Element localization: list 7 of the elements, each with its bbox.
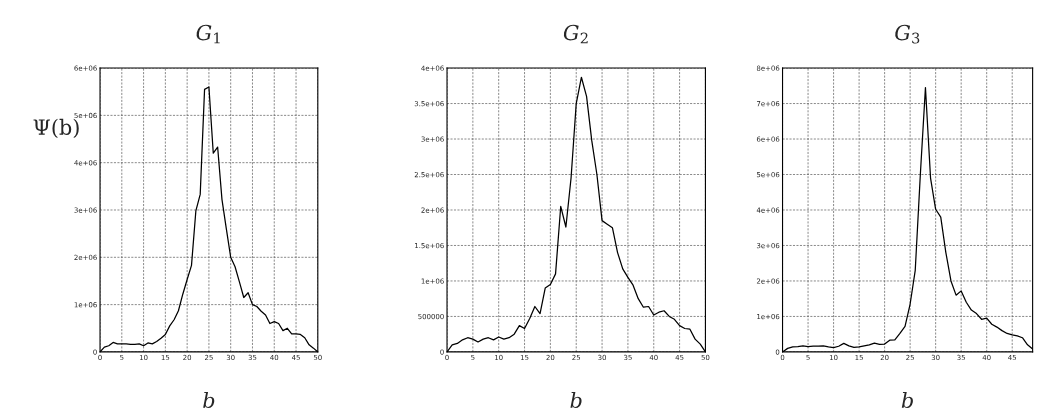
y-axis-title: Ψ(b) [33,118,79,138]
chart-title: G$_{2}$ [563,24,588,44]
chart-title: G$_{3}$ [895,24,920,44]
x-axis-title: b [570,391,582,409]
chart-title: G$_{1}$ [196,24,220,44]
x-axis-title: b [203,391,215,409]
x-axis-title: b [901,391,913,409]
